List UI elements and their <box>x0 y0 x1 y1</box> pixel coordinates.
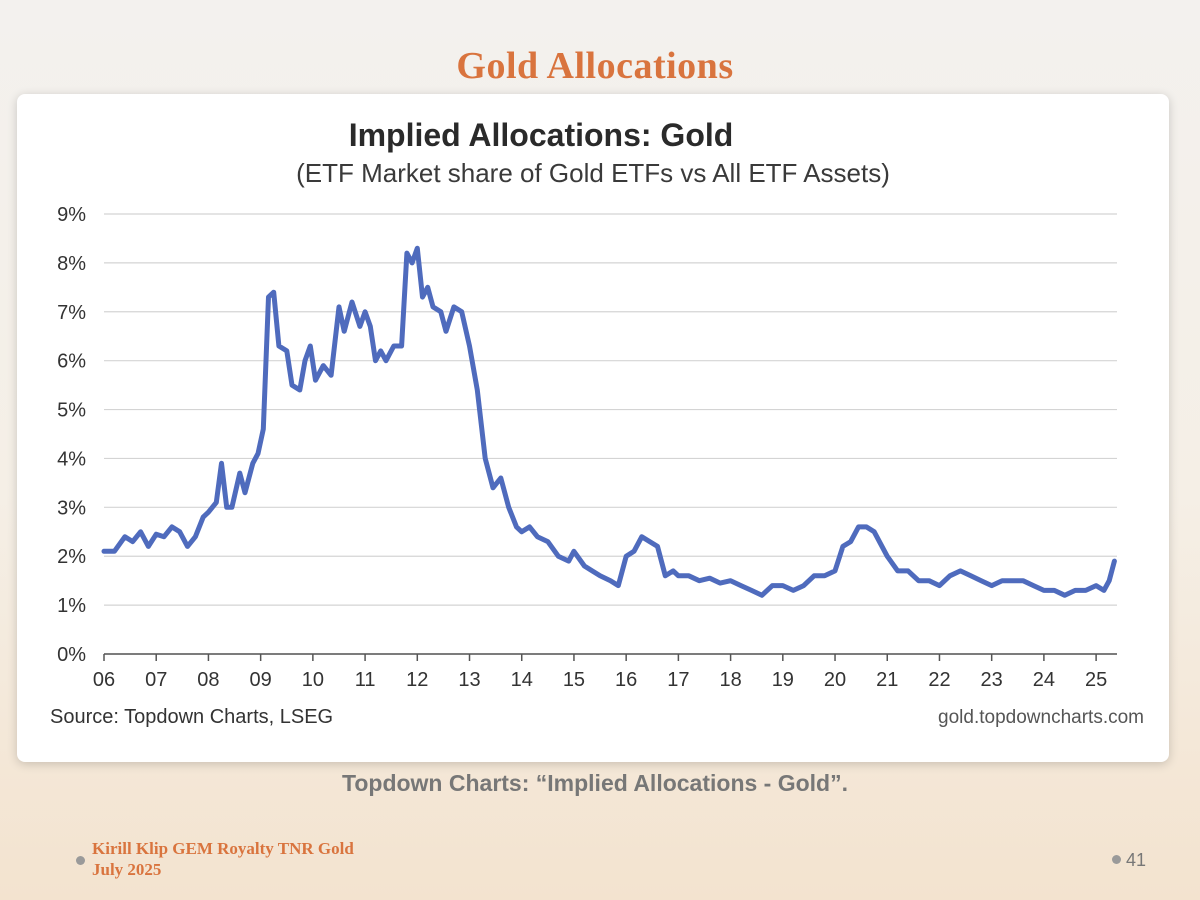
x-tick-label: 21 <box>876 669 898 691</box>
x-tick-label: 19 <box>772 669 794 691</box>
x-tick-label: 23 <box>981 669 1003 691</box>
y-tick-label: 1% <box>57 595 86 617</box>
chart-watermark: gold.topdowncharts.com <box>938 707 1144 728</box>
footer-credit: Kirill Klip GEM Royalty TNR Gold July 20… <box>92 838 354 880</box>
chart-svg: Implied Allocations: Gold (ETF Market sha… <box>50 117 1144 728</box>
x-tick-label: 17 <box>667 669 689 691</box>
y-tick-label: 2% <box>57 546 86 568</box>
y-tick-label: 8% <box>57 253 86 275</box>
x-tick-label: 15 <box>563 669 585 691</box>
footer-line-1: Kirill Klip GEM Royalty TNR Gold <box>92 839 354 858</box>
page-number: 41 <box>1126 850 1147 870</box>
slide-caption: Topdown Charts: “Implied Allocations - G… <box>342 770 848 796</box>
x-tick-label: 06 <box>93 669 115 691</box>
x-tick-label: 11 <box>355 669 376 691</box>
chart-title: Implied Allocations: Gold <box>349 117 734 153</box>
chart-card: Implied Allocations: Gold (ETF Market sha… <box>17 94 1169 762</box>
y-tick-label: 4% <box>57 448 86 470</box>
x-tick-label: 07 <box>145 669 167 691</box>
page-number-bullet-icon <box>1112 855 1121 864</box>
chart-subtitle: (ETF Market share of Gold ETFs vs All ET… <box>296 158 890 188</box>
x-tick-label: 25 <box>1085 669 1107 691</box>
x-tick-label: 09 <box>250 669 272 691</box>
y-tick-label: 6% <box>57 351 86 373</box>
x-tick-label: 10 <box>302 669 324 691</box>
x-tick-label: 16 <box>615 669 637 691</box>
y-tick-label: 5% <box>57 400 86 422</box>
x-tick-label: 13 <box>458 669 480 691</box>
series-line <box>101 245 1117 598</box>
x-tick-label: 08 <box>197 669 219 691</box>
slide-title: Gold Allocations <box>456 45 734 87</box>
x-tick-label: 18 <box>719 669 741 691</box>
y-tick-label: 7% <box>57 302 86 324</box>
footer-line-2: July 2025 <box>92 860 162 879</box>
footer-bullet-icon <box>76 856 85 865</box>
y-tick-label: 0% <box>57 644 86 666</box>
x-tick-label: 22 <box>928 669 950 691</box>
chart-source: Source: Topdown Charts, LSEG <box>50 706 333 728</box>
x-tick-label: 20 <box>824 669 846 691</box>
x-tick-label: 24 <box>1033 669 1055 691</box>
x-tick-label: 12 <box>406 669 428 691</box>
y-tick-label: 3% <box>57 497 86 519</box>
x-tick-label: 14 <box>511 669 533 691</box>
y-tick-label: 9% <box>57 204 86 226</box>
